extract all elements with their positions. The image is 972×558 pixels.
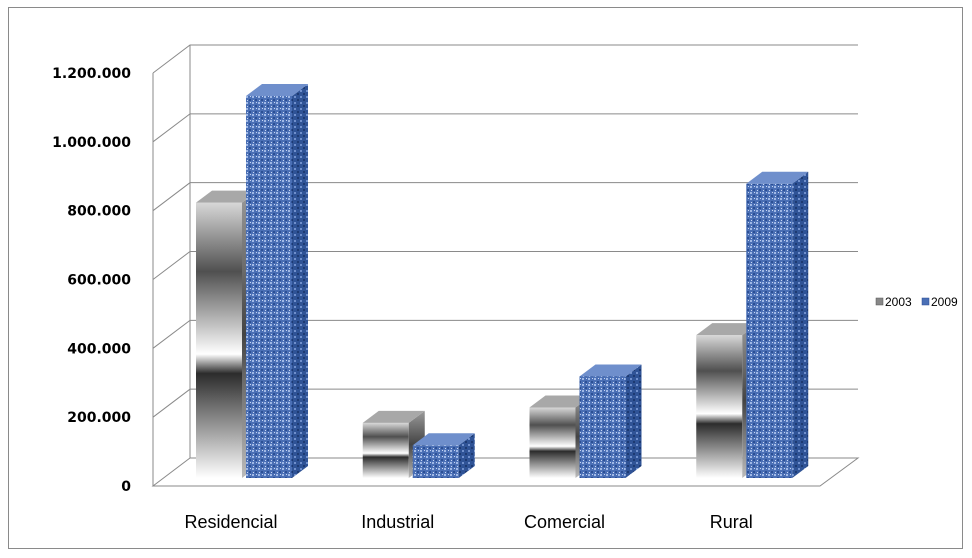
bar-industrial-2009 [412, 433, 475, 478]
bar-side [625, 364, 642, 478]
gridline [152, 251, 858, 280]
y-tick-label: 400.000 [67, 341, 131, 357]
bar-residencial-2009 [246, 83, 308, 478]
bar-side [292, 83, 308, 478]
y-tick-label: 1.200.000 [52, 66, 131, 82]
bar-front [746, 183, 793, 479]
bar-top [362, 410, 425, 423]
x-tick-label: Rural [710, 512, 753, 532]
legend-swatch-2009 [921, 297, 930, 306]
bar-front [529, 407, 576, 478]
gridline [152, 182, 858, 212]
bar-top [246, 83, 308, 96]
bar-front [696, 335, 743, 478]
y-tick-label: 600.000 [67, 273, 131, 289]
y-tick-label: 1.000.000 [52, 135, 131, 151]
bars [196, 83, 809, 479]
y-tick-label: 200.000 [67, 410, 131, 426]
bar-front [246, 95, 292, 478]
gridlines [152, 44, 858, 418]
legend: 2003 2009 [875, 295, 958, 309]
legend-label-2003: 2003 [885, 295, 912, 309]
x-tick-label: Comercial [524, 512, 605, 532]
gridline [152, 319, 858, 349]
bar-top [412, 433, 475, 446]
legend-label-2009: 2009 [931, 295, 958, 309]
bar-front [412, 445, 459, 478]
bar-top [579, 364, 642, 377]
y-tick-label: 800.000 [67, 204, 131, 220]
bar-front [362, 422, 409, 478]
bar-side [458, 433, 475, 478]
bar-top [196, 190, 258, 203]
bar-front [196, 202, 242, 478]
legend-swatch-2003 [875, 297, 884, 306]
floor [151, 457, 860, 487]
x-axis: Residencial Industrial Comercial Rural [184, 512, 752, 532]
bar-rural-2009 [746, 171, 809, 479]
bar-top [696, 323, 759, 336]
bar-side [792, 171, 809, 479]
y-axis: 0 200.000 400.000 600.000 800.000 1.000.000 1.… [52, 66, 131, 495]
x-tick-label: Residencial [184, 512, 277, 532]
x-tick-label: Industrial [361, 512, 434, 532]
gridline [152, 113, 858, 143]
bar-top [529, 395, 592, 408]
bar-front [579, 376, 626, 478]
y-tick-label: 0 [121, 479, 131, 495]
bar-top [746, 171, 809, 184]
bar-comercial-2009 [579, 364, 642, 478]
gridline [152, 44, 858, 74]
